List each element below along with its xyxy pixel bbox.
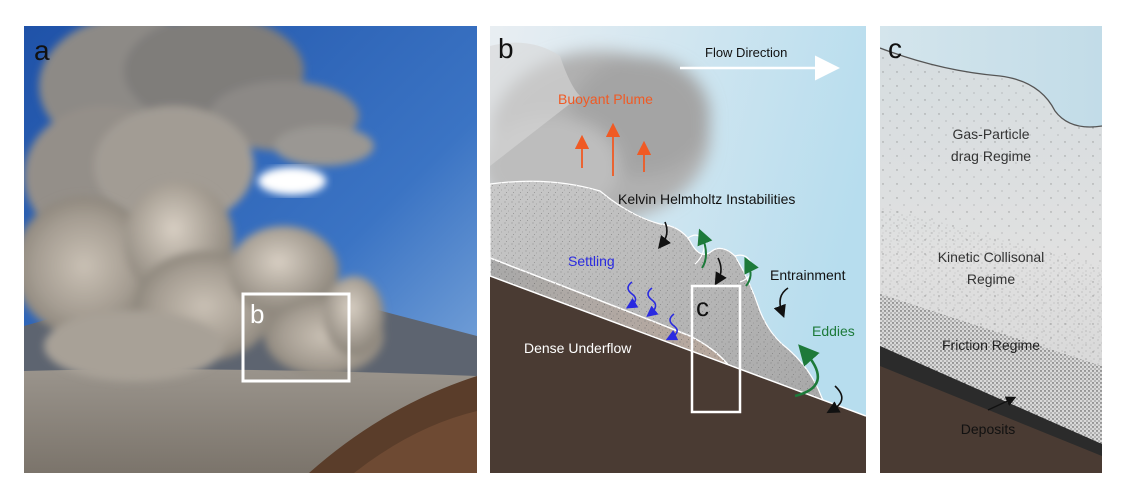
regime-diagram: Gas-Particle drag Regime Kinetic Colliso… xyxy=(880,26,1102,473)
friction-label: Friction Regime xyxy=(942,337,1040,353)
panel-b-schematic: Flow Direction Buoyant Plume Kelvin Helm… xyxy=(490,26,866,473)
dense-underflow-label: Dense Underflow xyxy=(524,340,632,356)
panel-b-letter: b xyxy=(498,33,514,64)
settling-arrow-1 xyxy=(625,281,639,309)
ash-plume-upper xyxy=(24,26,374,246)
kelvin-helmholtz-label: Kelvin Helmholtz Instabilities xyxy=(618,191,795,207)
panel-c-regimes: Gas-Particle drag Regime Kinetic Colliso… xyxy=(880,26,1102,473)
flow-schematic: Flow Direction Buoyant Plume Kelvin Helm… xyxy=(490,26,866,473)
deposits-arrow xyxy=(987,396,1017,411)
eddies-label: Eddies xyxy=(812,323,855,339)
inset-label-b: b xyxy=(250,299,264,329)
gas-particle-label-2: drag Regime xyxy=(951,148,1031,164)
plume-edge xyxy=(490,42,580,166)
panel-a-photo: b a xyxy=(24,26,477,473)
gas-particle-label-1: Gas-Particle xyxy=(952,126,1029,142)
kinetic-label-2: Regime xyxy=(967,271,1015,287)
upper-boundary xyxy=(880,47,1102,128)
inset-label-c: c xyxy=(696,292,709,322)
white-cloud xyxy=(258,167,326,195)
ground xyxy=(880,366,1102,473)
inset-box-b xyxy=(241,292,351,383)
eruption-photo: b a xyxy=(24,26,477,473)
entrainment-label: Entrainment xyxy=(770,267,846,283)
ground-slope xyxy=(490,276,866,473)
eddy-arrow-2 xyxy=(744,256,759,287)
front-arrow xyxy=(826,385,843,414)
eddy-arrow-3 xyxy=(794,344,820,398)
kh-arrow-1 xyxy=(658,221,671,249)
settling-arrow-2 xyxy=(646,287,659,317)
deposits-label: Deposits xyxy=(961,421,1015,437)
kinetic-label-1: Kinetic Collisonal xyxy=(938,249,1045,265)
flow-direction-label: Flow Direction xyxy=(705,45,787,60)
settling-label: Settling xyxy=(568,253,615,269)
buoyant-plume-label: Buoyant Plume xyxy=(558,91,653,107)
entrainment-arrow xyxy=(773,287,789,318)
settling-arrow-3 xyxy=(665,313,679,341)
inset-box-c xyxy=(690,284,742,414)
kh-arrow-2 xyxy=(714,257,727,286)
panel-c-letter: c xyxy=(888,33,902,64)
foreground-hill-light xyxy=(354,411,477,473)
eddy-arrow-1 xyxy=(697,228,713,269)
panel-a-letter: a xyxy=(34,35,50,66)
